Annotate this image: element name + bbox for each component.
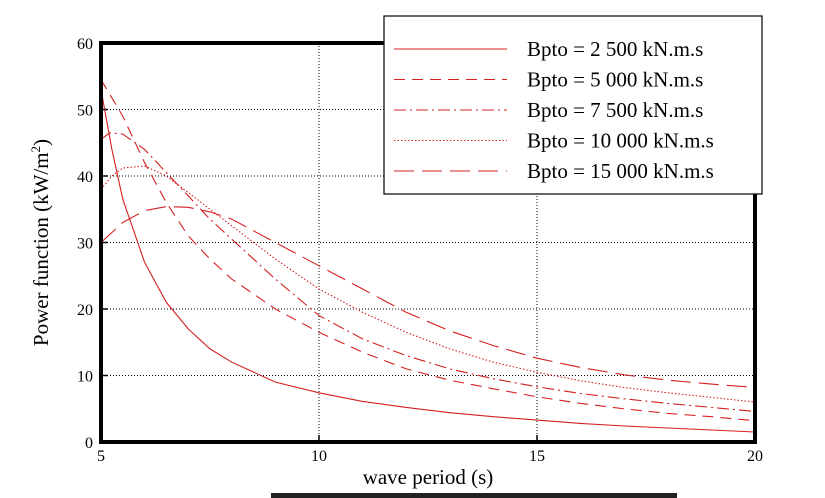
y-tick-label: 10 <box>77 369 93 386</box>
x-tick-label: 10 <box>311 448 327 465</box>
y-axis-label: Power function (kW/m2) <box>28 139 53 346</box>
y-tick-label: 40 <box>77 169 93 186</box>
y-tick-label: 20 <box>77 302 93 319</box>
series-line-4 <box>100 165 756 403</box>
x-tick-label: 20 <box>747 448 763 465</box>
y-axis-label-close: ) <box>29 139 53 146</box>
y-tick-label: 30 <box>77 236 93 253</box>
legend-label-5: Bpto = 15 000 kN.m.s <box>527 159 714 183</box>
series-line-5 <box>100 206 756 389</box>
legend-label-3: Bpto = 7 500 kN.m.s <box>527 98 703 122</box>
axis-ticks: 5 10 15 20 0 10 20 30 40 50 60 <box>77 36 763 465</box>
series-line-1 <box>100 89 756 433</box>
legend-label-4: Bpto = 10 000 kN.m.s <box>527 129 714 153</box>
x-axis-label: wave period (s) <box>363 465 494 489</box>
y-axis-label-main: Power function (kW/m <box>29 152 53 346</box>
legend-label-1: Bpto = 2 500 kN.m.s <box>527 37 703 61</box>
y-tick-label: 0 <box>85 435 93 452</box>
y-tick-label: 60 <box>77 36 93 53</box>
x-tick-label: 15 <box>529 448 545 465</box>
y-axis-label-superscript: 2 <box>28 146 43 153</box>
legend-box <box>383 15 763 195</box>
series-lines <box>100 79 756 433</box>
legend: Bpto = 2 500 kN.m.s Bpto = 5 000 kN.m.s Bp… <box>383 15 763 195</box>
bottom-bar <box>271 493 677 498</box>
series-line-3 <box>100 132 756 412</box>
legend-label-2: Bpto = 5 000 kN.m.s <box>527 68 703 92</box>
y-tick-label: 50 <box>77 103 93 120</box>
x-tick-label: 5 <box>97 448 105 465</box>
legend-items: Bpto = 2 500 kN.m.s Bpto = 5 000 kN.m.s Bp… <box>394 37 714 183</box>
